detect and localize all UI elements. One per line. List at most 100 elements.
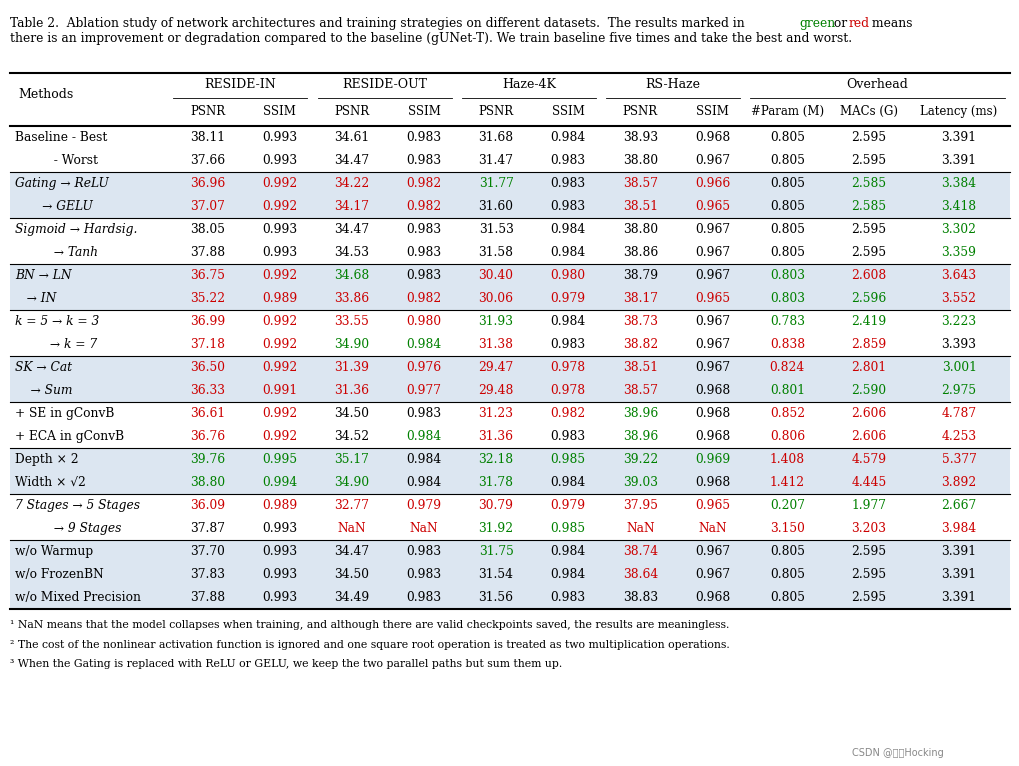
Text: 0.984: 0.984 (550, 224, 585, 236)
Text: 0.992: 0.992 (262, 178, 298, 190)
Text: 0.967: 0.967 (694, 270, 730, 282)
Text: 0.805: 0.805 (769, 545, 804, 558)
FancyBboxPatch shape (10, 448, 1009, 471)
Text: 3.223: 3.223 (941, 316, 976, 328)
Text: 1.977: 1.977 (851, 499, 886, 512)
Text: 0.965: 0.965 (694, 499, 730, 512)
Text: 3.391: 3.391 (941, 568, 975, 581)
Text: Latency (ms): Latency (ms) (919, 105, 997, 118)
Text: 38.96: 38.96 (622, 430, 657, 443)
Text: 0.984: 0.984 (550, 568, 585, 581)
Text: 2.585: 2.585 (851, 178, 886, 190)
Text: 2.419: 2.419 (851, 316, 886, 328)
Text: 35.22: 35.22 (190, 293, 225, 305)
Text: red: red (848, 17, 869, 30)
Text: 2.596: 2.596 (851, 293, 886, 305)
Text: BN → LN: BN → LN (15, 270, 72, 282)
Text: 7 Stages → 5 Stages: 7 Stages → 5 Stages (15, 499, 141, 512)
Text: 0.983: 0.983 (550, 178, 585, 190)
Text: 0.984: 0.984 (550, 476, 585, 489)
Text: 38.83: 38.83 (623, 591, 657, 604)
Text: 0.805: 0.805 (769, 224, 804, 236)
FancyBboxPatch shape (10, 287, 1009, 310)
Text: 36.76: 36.76 (190, 430, 225, 443)
Text: 0.993: 0.993 (262, 545, 298, 558)
Text: 36.99: 36.99 (190, 316, 225, 328)
Text: 34.47: 34.47 (334, 155, 369, 167)
Text: 0.968: 0.968 (694, 385, 730, 397)
Text: 0.965: 0.965 (694, 293, 730, 305)
Text: → 9 Stages: → 9 Stages (15, 522, 121, 535)
Text: 31.38: 31.38 (478, 339, 514, 351)
Text: 0.967: 0.967 (694, 362, 730, 374)
Text: or: or (829, 17, 851, 30)
Text: 0.967: 0.967 (694, 316, 730, 328)
Text: 31.58: 31.58 (478, 247, 514, 259)
Text: 0.801: 0.801 (769, 385, 804, 397)
FancyBboxPatch shape (10, 379, 1009, 402)
Text: NaN: NaN (626, 522, 654, 535)
Text: 38.11: 38.11 (190, 132, 225, 144)
Text: 1.408: 1.408 (769, 453, 804, 466)
FancyBboxPatch shape (10, 586, 1009, 609)
Text: 30.79: 30.79 (478, 499, 514, 512)
Text: 0.993: 0.993 (262, 224, 298, 236)
Text: ³ When the Gating is replaced with ReLU or GELU, we keep the two parallel paths : ³ When the Gating is replaced with ReLU … (10, 659, 561, 669)
Text: 0.993: 0.993 (262, 591, 298, 604)
Text: 37.83: 37.83 (190, 568, 225, 581)
Text: 0.983: 0.983 (406, 247, 441, 259)
Text: 37.70: 37.70 (191, 545, 225, 558)
Text: + ECA in gConvB: + ECA in gConvB (15, 430, 124, 443)
Text: 3.643: 3.643 (941, 270, 976, 282)
Text: SSIM: SSIM (551, 105, 584, 118)
Text: 3.418: 3.418 (941, 201, 976, 213)
Text: Sigmoid → Hardsig.: Sigmoid → Hardsig. (15, 224, 138, 236)
Text: Width × √2: Width × √2 (15, 476, 86, 489)
Text: PSNR: PSNR (623, 105, 657, 118)
Text: green: green (799, 17, 836, 30)
Text: 36.75: 36.75 (190, 270, 225, 282)
Text: 0.985: 0.985 (550, 522, 585, 535)
Text: 4.445: 4.445 (851, 476, 886, 489)
Text: 2.975: 2.975 (941, 385, 976, 397)
Text: 37.88: 37.88 (190, 591, 225, 604)
Text: 0.979: 0.979 (550, 499, 585, 512)
Text: 0.805: 0.805 (769, 568, 804, 581)
Text: 0.992: 0.992 (262, 362, 298, 374)
Text: 0.993: 0.993 (262, 568, 298, 581)
Text: means: means (867, 17, 912, 30)
Text: + SE in gConvB: + SE in gConvB (15, 408, 114, 420)
Text: 2.595: 2.595 (851, 545, 886, 558)
Text: 0.978: 0.978 (550, 385, 585, 397)
Text: 0.984: 0.984 (550, 316, 585, 328)
Text: 0.985: 0.985 (550, 453, 585, 466)
Text: 0.984: 0.984 (406, 430, 441, 443)
Text: 39.76: 39.76 (190, 453, 225, 466)
Text: 39.03: 39.03 (623, 476, 657, 489)
Text: 3.384: 3.384 (941, 178, 976, 190)
Text: 31.56: 31.56 (478, 591, 514, 604)
Text: 34.50: 34.50 (334, 568, 369, 581)
Text: w/o Mixed Precision: w/o Mixed Precision (15, 591, 142, 604)
Text: 38.80: 38.80 (623, 155, 657, 167)
Text: 0.968: 0.968 (694, 408, 730, 420)
Text: 2.590: 2.590 (851, 385, 886, 397)
Text: 2.595: 2.595 (851, 568, 886, 581)
Text: 0.852: 0.852 (769, 408, 804, 420)
FancyBboxPatch shape (10, 471, 1009, 494)
Text: w/o FrozenBN: w/o FrozenBN (15, 568, 104, 581)
Text: 37.87: 37.87 (190, 522, 225, 535)
FancyBboxPatch shape (10, 563, 1009, 586)
Text: 31.60: 31.60 (478, 201, 514, 213)
Text: 4.253: 4.253 (941, 430, 976, 443)
Text: 2.595: 2.595 (851, 224, 886, 236)
Text: 33.86: 33.86 (334, 293, 369, 305)
Text: 0.967: 0.967 (694, 339, 730, 351)
Text: 0.984: 0.984 (406, 339, 441, 351)
Text: 0.982: 0.982 (406, 178, 441, 190)
Text: 0.983: 0.983 (550, 201, 585, 213)
Text: RESIDE-OUT: RESIDE-OUT (341, 78, 427, 91)
Text: 0.992: 0.992 (262, 316, 298, 328)
Text: 38.80: 38.80 (190, 476, 225, 489)
Text: 0.983: 0.983 (550, 155, 585, 167)
